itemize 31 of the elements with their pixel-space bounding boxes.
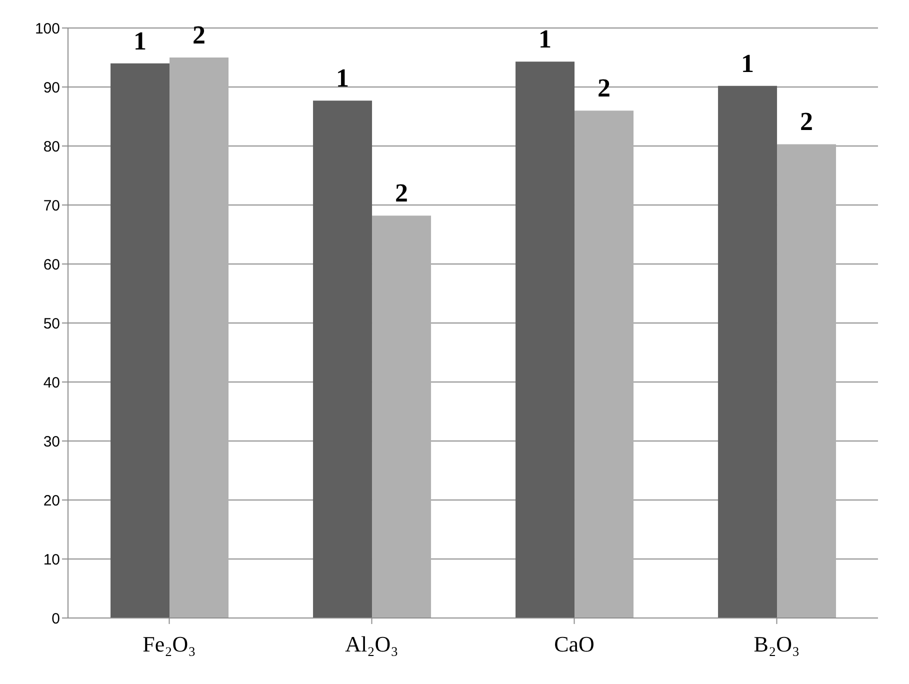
text: 1 <box>741 48 754 78</box>
text: 2 <box>395 178 408 208</box>
bar <box>170 58 229 618</box>
series-label: 2 <box>192 20 206 50</box>
bar <box>313 100 372 618</box>
y-tick-label: 20 <box>43 492 60 510</box>
y-tick-label: 70 <box>43 197 60 214</box>
bar <box>718 86 778 618</box>
text: 2 <box>800 107 814 136</box>
bar <box>110 63 170 618</box>
y-tick-label: 100 <box>34 20 60 38</box>
text: 2 <box>598 74 611 103</box>
y-tick-label: 90 <box>43 79 60 96</box>
text: 1 <box>336 64 350 93</box>
y-tick-label: 40 <box>43 374 60 392</box>
bar <box>777 144 836 618</box>
y-tick-label: 0 <box>52 610 60 628</box>
bar <box>372 216 432 618</box>
y-tick-label: 80 <box>43 138 60 156</box>
x-tick-label: Fe₂O₃ <box>142 632 196 657</box>
series-label: 1 <box>134 26 147 56</box>
y-tick-label: 50 <box>43 315 60 332</box>
bar <box>516 62 575 618</box>
y-tick-label: 60 <box>43 256 60 274</box>
bar <box>574 110 634 618</box>
x-tick-label: B₂O₃ <box>754 632 800 657</box>
x-tick-label: CaO <box>554 632 594 657</box>
x-tick-label: Al₂O₃ <box>345 632 398 657</box>
text: 1 <box>538 24 552 54</box>
y-tick-label: 30 <box>43 433 60 450</box>
y-tick-label: 10 <box>43 551 60 568</box>
